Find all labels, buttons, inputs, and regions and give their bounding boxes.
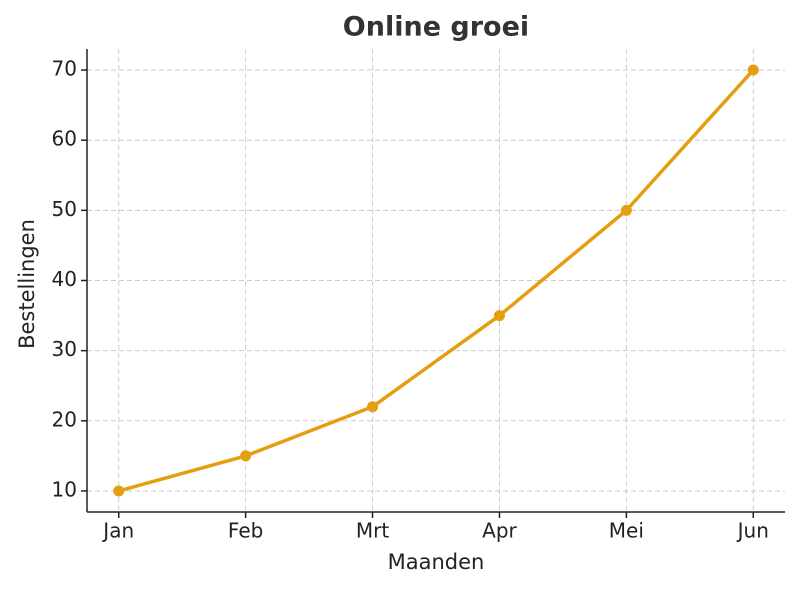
data-point — [367, 401, 379, 413]
x-tick-label: Mrt — [356, 519, 389, 543]
y-tick-label: 10 — [52, 477, 77, 501]
y-tick-label: 70 — [52, 57, 77, 81]
y-tick-label: 50 — [52, 197, 77, 221]
x-tick-label: Mei — [609, 519, 644, 543]
data-line — [118, 68, 755, 493]
x-axis-label: Maanden — [388, 550, 485, 574]
data-point — [240, 450, 252, 462]
x-tick-label: Feb — [228, 519, 263, 543]
data-point — [493, 310, 505, 322]
x-tick-label: Jan — [101, 519, 134, 543]
x-tick-label: Apr — [482, 519, 517, 543]
y-tick-label: 40 — [52, 267, 77, 291]
data-point — [747, 64, 759, 76]
data-point — [620, 204, 632, 216]
y-tick-label: 20 — [52, 407, 77, 431]
y-axis-label: Bestellingen — [15, 219, 39, 349]
y-tick-label: 60 — [52, 127, 77, 151]
x-tick-label: Jun — [736, 519, 769, 543]
chart-title: Online groei — [343, 12, 529, 43]
y-tick-label: 30 — [52, 337, 77, 361]
data-point — [113, 485, 125, 497]
